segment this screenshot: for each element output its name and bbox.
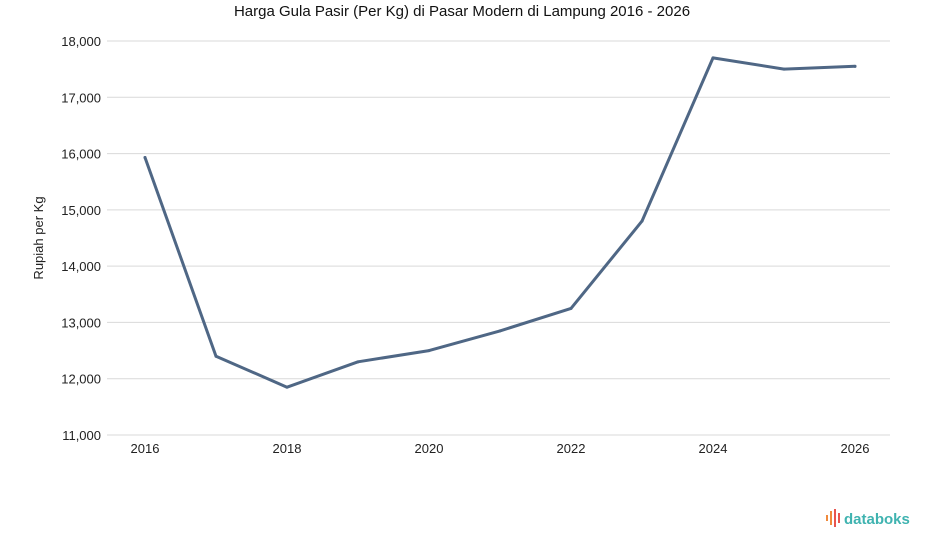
x-tick-label: 2024	[699, 441, 728, 456]
x-tick-label: 2022	[557, 441, 586, 456]
x-tick-label: 2018	[273, 441, 302, 456]
databoks-logo: databoks	[826, 509, 910, 528]
series-line	[143, 56, 857, 389]
data-point-2024	[711, 56, 715, 60]
y-tick-label: 14,000	[61, 259, 101, 274]
data-point-2018	[285, 385, 289, 389]
databoks-logo-icon	[826, 509, 840, 527]
y-tick-label: 18,000	[61, 34, 101, 49]
x-tick-label: 2020	[415, 441, 444, 456]
y-tick-label: 15,000	[61, 203, 101, 218]
data-point-2020	[427, 349, 431, 353]
data-point-2026	[853, 64, 857, 68]
y-axis-ticks: 11,000 12,000 13,000 14,000 15,000 16,000 17,0…	[61, 34, 101, 443]
data-point-2021	[498, 329, 502, 333]
grid-lines	[107, 40, 890, 436]
y-tick-label: 12,000	[61, 372, 101, 387]
x-tick-label: 2026	[841, 441, 870, 456]
data-point-2023	[640, 219, 644, 223]
x-axis-ticks: 2016 2018 2020 2022 2024 2026	[131, 441, 870, 456]
data-point-2017	[214, 354, 218, 358]
y-tick-label: 11,000	[62, 428, 101, 443]
data-point-2022	[569, 306, 573, 310]
chart-title: Harga Gula Pasir (Per Kg) di Pasar Moder…	[234, 3, 690, 20]
y-tick-label: 17,000	[61, 90, 101, 105]
data-point-2025	[782, 67, 786, 71]
databoks-logo-text: databoks	[844, 511, 910, 528]
data-points	[143, 56, 857, 389]
x-tick-label: 2016	[131, 441, 160, 456]
y-tick-label: 16,000	[61, 147, 101, 162]
data-point-2019	[356, 360, 360, 364]
y-tick-label: 13,000	[61, 315, 101, 330]
data-point-2016	[143, 156, 147, 160]
y-axis-label: Rupiah per Kg	[31, 196, 46, 279]
